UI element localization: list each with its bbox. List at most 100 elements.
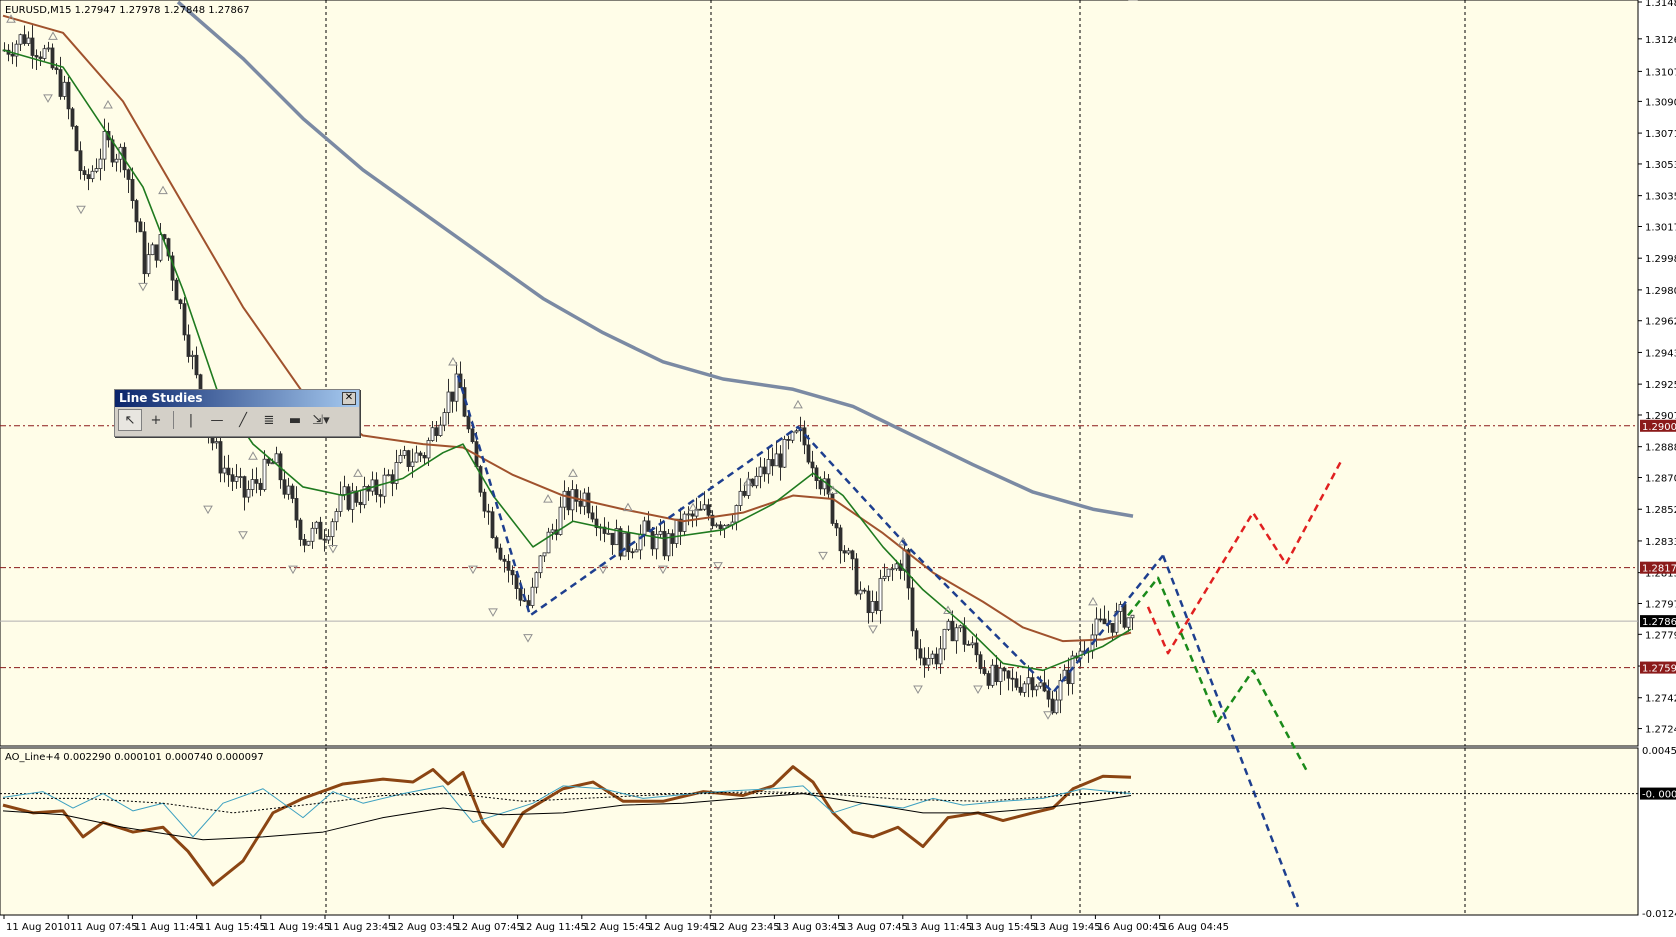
- fractal-down-marker: [488, 608, 498, 617]
- candle-body: [150, 244, 155, 256]
- indicator-header: AO_Line+4 0.002290 0.000101 0.000740 0.0…: [5, 752, 264, 763]
- price-axis-label: 1.27420: [1645, 694, 1676, 705]
- candle-body: [394, 462, 399, 484]
- arrows-menu-tool-icon[interactable]: ⇲▾: [312, 412, 330, 428]
- candle-body: [866, 590, 871, 614]
- toolbar-separator: [173, 411, 174, 429]
- candle-body: [478, 466, 483, 493]
- candle-body: [226, 467, 231, 476]
- candle-body: [654, 533, 659, 550]
- time-axis-label: 16 Aug 00:45: [1097, 922, 1164, 933]
- candle-body: [294, 498, 299, 521]
- candle-body: [1046, 690, 1051, 700]
- candle-body: [70, 108, 75, 127]
- candle-body: [418, 452, 423, 456]
- candle-body: [254, 479, 259, 484]
- fractal-up-marker: [158, 185, 168, 195]
- projection-green-line: [1127, 576, 1310, 774]
- trendline-tool-icon[interactable]: ╱: [239, 412, 247, 428]
- horizontal-line-tool-icon[interactable]: —: [210, 412, 224, 428]
- candle-body: [242, 476, 247, 498]
- price-panel[interactable]: [0, 0, 1639, 747]
- candle-body: [58, 69, 63, 97]
- price-axis-label: 1.30350: [1645, 192, 1676, 203]
- candle-body: [966, 643, 971, 646]
- candle-body: [530, 586, 535, 606]
- candle-body: [82, 170, 87, 175]
- candle-body: [790, 431, 795, 441]
- candle-body: [566, 490, 571, 511]
- ma-mid-line: [2, 14, 1132, 643]
- candle-body: [1014, 678, 1019, 688]
- price-axis-label: 1.28520: [1645, 505, 1676, 516]
- candle-body: [698, 508, 703, 511]
- candle-body: [682, 513, 687, 532]
- level-price-label: 1.28179: [1642, 564, 1676, 575]
- candle-body: [998, 667, 1003, 683]
- time-axis-label: 11 Aug 23:45: [327, 922, 394, 933]
- fractal-down-marker: [43, 94, 53, 103]
- candle-body: [590, 512, 595, 520]
- candle-body: [738, 490, 743, 506]
- candle-body: [102, 130, 107, 160]
- candle-body: [250, 479, 255, 490]
- candle-body: [246, 489, 251, 498]
- candle-body: [322, 538, 327, 541]
- candle-body: [138, 221, 143, 233]
- rectangle-tool-icon[interactable]: ▬: [288, 412, 302, 428]
- toolbar-titlebar[interactable]: Line Studies ✕: [115, 390, 359, 407]
- price-axis-label: 1.29800: [1645, 286, 1676, 297]
- fractal-up-marker: [48, 31, 58, 40]
- candle-body: [670, 533, 675, 544]
- indicator-panel[interactable]: [0, 747, 1639, 916]
- candle-body: [1042, 682, 1047, 692]
- candle-body: [126, 169, 131, 180]
- level-price-tag: [1640, 561, 1676, 574]
- candle-body: [50, 47, 55, 69]
- candle-body: [702, 504, 707, 510]
- level-price-tag: [1640, 661, 1676, 674]
- candle-body: [954, 627, 959, 642]
- close-icon[interactable]: ✕: [342, 392, 356, 405]
- candle-body: [506, 560, 511, 571]
- candle-body: [158, 234, 163, 261]
- crosshair-tool-icon[interactable]: +: [150, 412, 162, 428]
- cursor-tool-icon[interactable]: ↖: [118, 409, 142, 431]
- candle-body: [286, 485, 291, 495]
- candle-body: [1010, 677, 1015, 680]
- candle-body: [930, 653, 935, 659]
- time-axis-label: 12 Aug 23:45: [712, 922, 779, 933]
- candle-body: [214, 441, 219, 444]
- fractal-down-marker: [76, 205, 86, 215]
- candle-body: [1050, 698, 1055, 714]
- candle-body: [870, 601, 875, 614]
- price-axis-label: 1.28705: [1645, 474, 1676, 485]
- level-price-tag: [1640, 419, 1676, 432]
- candle-body: [1054, 699, 1059, 714]
- candle-body: [994, 664, 999, 683]
- candle-body: [334, 511, 339, 523]
- line-studies-toolbar[interactable]: Line Studies ✕ ↖ + | — ╱ ≣ ▬ ⇲▾: [114, 389, 360, 437]
- candle-body: [442, 412, 447, 426]
- candle-body: [902, 549, 907, 571]
- fractal-up-marker: [793, 399, 803, 409]
- candle-body: [98, 158, 103, 169]
- candle-body: [262, 458, 267, 490]
- fractal-down-marker: [328, 545, 338, 554]
- candle-body: [426, 440, 431, 459]
- ao-value-label: -0. 0004: [1642, 790, 1676, 801]
- candle-body: [606, 532, 611, 535]
- candle-body: [318, 521, 323, 540]
- candle-body: [1018, 686, 1023, 693]
- fractal-down-marker: [288, 565, 298, 575]
- candle-body: [778, 453, 783, 468]
- candle-body: [430, 427, 435, 441]
- candle-body: [338, 494, 343, 512]
- candle-body: [650, 531, 655, 550]
- vertical-line-tool-icon[interactable]: |: [188, 412, 194, 428]
- fibonacci-tool-icon[interactable]: ≣: [263, 412, 275, 428]
- candle-body: [234, 476, 239, 482]
- candle-body: [274, 453, 279, 464]
- candle-body: [494, 537, 499, 549]
